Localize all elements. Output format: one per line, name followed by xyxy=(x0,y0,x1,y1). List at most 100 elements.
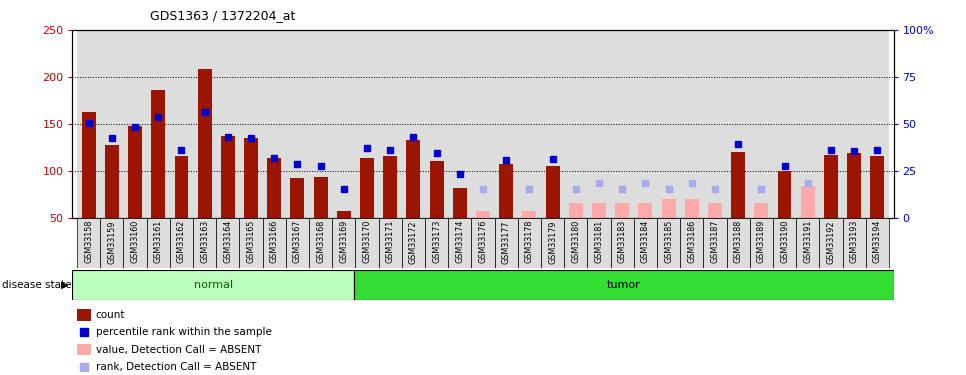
Bar xyxy=(124,30,147,217)
Bar xyxy=(518,30,541,217)
Text: GSM33189: GSM33189 xyxy=(756,220,766,263)
Bar xyxy=(332,30,355,217)
Bar xyxy=(634,217,657,268)
Text: GSM33165: GSM33165 xyxy=(246,220,256,263)
Bar xyxy=(425,217,448,268)
Text: GSM33158: GSM33158 xyxy=(84,220,93,263)
Text: GSM33187: GSM33187 xyxy=(710,220,720,263)
Bar xyxy=(847,153,861,218)
Text: GSM33184: GSM33184 xyxy=(640,220,650,263)
Bar xyxy=(708,203,722,217)
Bar xyxy=(453,188,467,218)
Bar xyxy=(128,126,142,218)
Bar xyxy=(240,30,263,217)
Bar xyxy=(611,30,634,217)
Bar xyxy=(448,217,471,268)
Text: GSM33186: GSM33186 xyxy=(687,220,696,263)
Bar xyxy=(170,217,193,268)
Bar xyxy=(685,199,698,217)
Text: GSM33177: GSM33177 xyxy=(501,220,511,264)
Text: GSM33171: GSM33171 xyxy=(385,220,395,263)
Bar xyxy=(750,217,773,268)
Bar xyxy=(263,217,286,268)
Bar xyxy=(819,30,842,217)
Bar xyxy=(124,217,147,268)
Bar xyxy=(773,217,796,268)
Text: GSM33159: GSM33159 xyxy=(107,220,116,264)
Text: percentile rank within the sample: percentile rank within the sample xyxy=(96,327,271,338)
Bar xyxy=(147,30,170,217)
Bar xyxy=(518,217,541,268)
Bar xyxy=(611,217,634,268)
Bar xyxy=(615,203,629,217)
Bar xyxy=(592,203,606,217)
Text: GSM33172: GSM33172 xyxy=(409,220,418,264)
Bar xyxy=(193,30,216,217)
Text: tumor: tumor xyxy=(607,280,640,290)
Bar xyxy=(244,138,258,218)
Bar xyxy=(796,30,819,217)
Bar xyxy=(309,217,332,268)
Bar xyxy=(354,270,894,300)
Bar xyxy=(77,309,91,321)
Bar xyxy=(379,30,402,217)
Bar xyxy=(193,217,216,268)
Bar xyxy=(100,30,124,217)
Text: ▶: ▶ xyxy=(61,280,69,290)
Text: count: count xyxy=(96,310,126,320)
Text: GSM33164: GSM33164 xyxy=(223,220,233,263)
Bar xyxy=(77,217,100,268)
Bar xyxy=(754,203,768,217)
Bar xyxy=(870,156,884,218)
Bar xyxy=(587,30,611,217)
Bar xyxy=(170,30,193,217)
Bar xyxy=(476,211,490,218)
Bar xyxy=(355,30,379,217)
Text: GSM33176: GSM33176 xyxy=(478,220,488,263)
Bar xyxy=(425,30,448,217)
Bar xyxy=(100,217,124,268)
Text: GSM33194: GSM33194 xyxy=(873,220,882,263)
Text: GSM33160: GSM33160 xyxy=(130,220,139,263)
Bar xyxy=(360,158,374,218)
Text: GSM33161: GSM33161 xyxy=(154,220,163,263)
Bar xyxy=(842,30,866,217)
Bar xyxy=(152,90,165,218)
Text: GSM33166: GSM33166 xyxy=(270,220,279,263)
Bar xyxy=(842,217,866,268)
Bar xyxy=(819,217,842,268)
Bar xyxy=(750,30,773,217)
Text: GSM33174: GSM33174 xyxy=(455,220,465,263)
Bar xyxy=(221,136,235,218)
Bar xyxy=(824,154,838,218)
Bar xyxy=(402,217,425,268)
Text: normal: normal xyxy=(193,280,233,290)
Text: GSM33180: GSM33180 xyxy=(571,220,581,263)
Bar xyxy=(499,164,513,218)
Bar xyxy=(726,217,750,268)
Bar xyxy=(430,161,443,218)
Text: GSM33183: GSM33183 xyxy=(617,220,627,263)
Bar xyxy=(773,30,796,217)
Text: disease state: disease state xyxy=(2,280,71,290)
Bar xyxy=(778,171,791,217)
Bar xyxy=(384,156,397,218)
Bar xyxy=(569,203,582,217)
Text: GSM33193: GSM33193 xyxy=(850,220,859,263)
Bar xyxy=(471,30,495,217)
Bar xyxy=(263,30,286,217)
Bar xyxy=(703,30,726,217)
Bar xyxy=(703,217,726,268)
Text: GSM33181: GSM33181 xyxy=(594,220,604,263)
Text: GSM33170: GSM33170 xyxy=(362,220,372,263)
Bar xyxy=(639,203,652,217)
Bar xyxy=(314,177,327,218)
Text: GSM33178: GSM33178 xyxy=(525,220,534,263)
Text: GSM33190: GSM33190 xyxy=(780,220,789,263)
Bar xyxy=(541,217,564,268)
Bar xyxy=(240,217,263,268)
Bar xyxy=(77,30,100,217)
Bar xyxy=(564,30,587,217)
Text: value, Detection Call = ABSENT: value, Detection Call = ABSENT xyxy=(96,345,261,355)
Bar xyxy=(407,140,420,218)
